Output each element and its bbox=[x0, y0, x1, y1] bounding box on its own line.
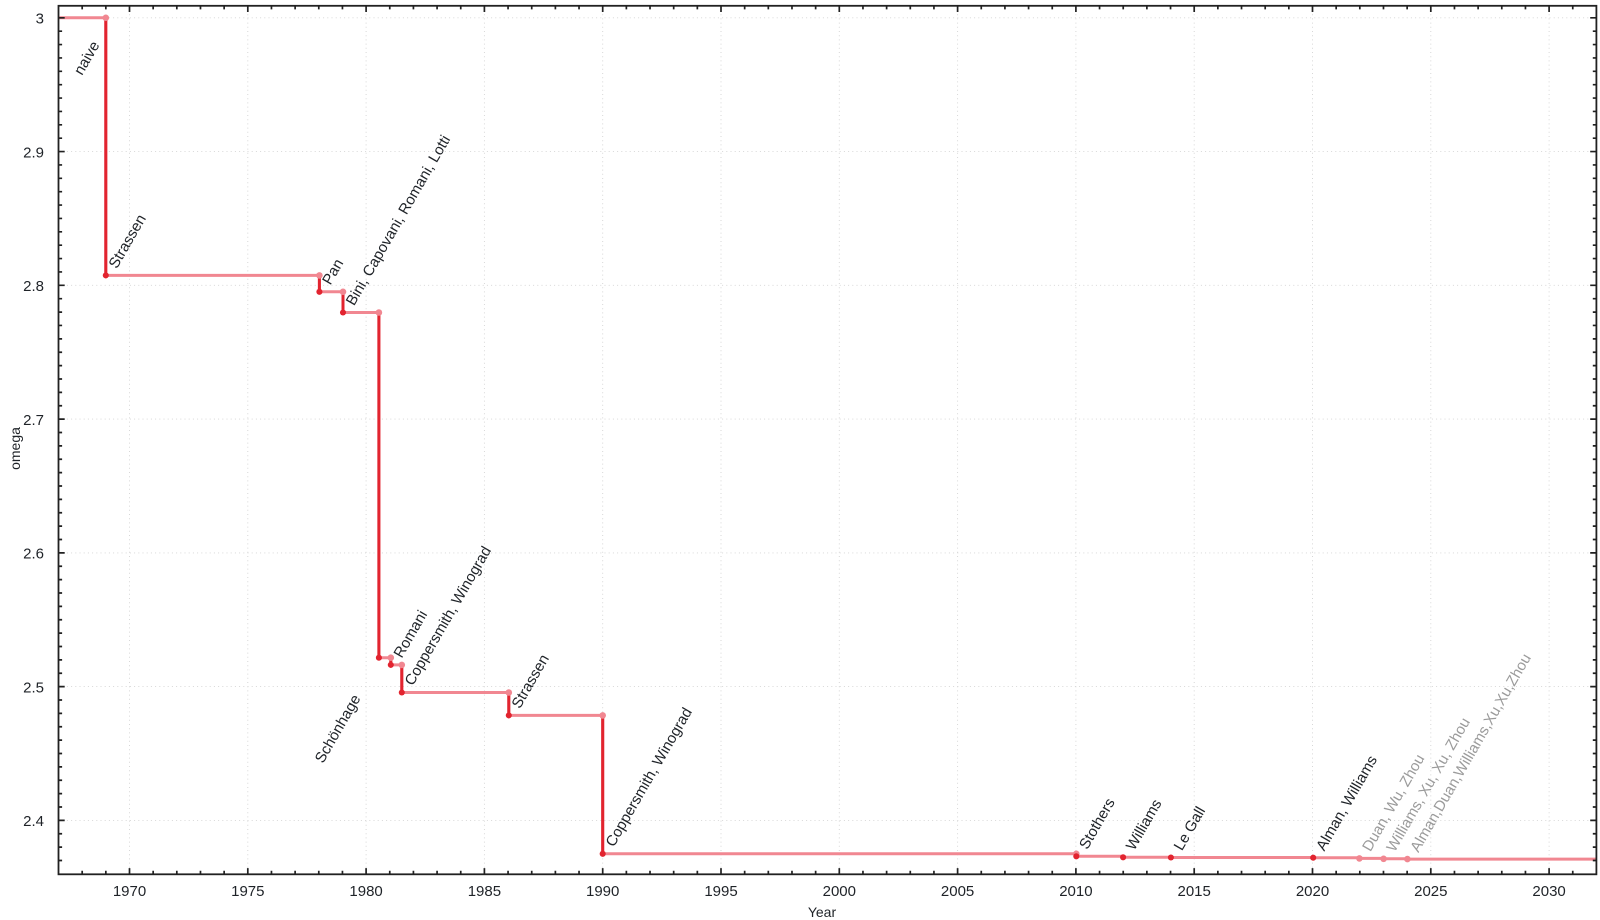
svg-text:1990: 1990 bbox=[586, 883, 619, 900]
svg-text:2025: 2025 bbox=[1414, 883, 1447, 900]
svg-text:3: 3 bbox=[36, 11, 44, 28]
svg-text:omega: omega bbox=[7, 427, 23, 470]
svg-text:2.8: 2.8 bbox=[23, 278, 44, 295]
svg-text:1970: 1970 bbox=[113, 883, 146, 900]
svg-text:2020: 2020 bbox=[1296, 883, 1329, 900]
svg-text:2005: 2005 bbox=[941, 883, 974, 900]
svg-text:2.6: 2.6 bbox=[23, 546, 44, 563]
svg-text:2015: 2015 bbox=[1178, 883, 1211, 900]
svg-text:2000: 2000 bbox=[823, 883, 856, 900]
svg-text:2.5: 2.5 bbox=[23, 679, 44, 696]
svg-text:2010: 2010 bbox=[1059, 883, 1092, 900]
svg-text:2.7: 2.7 bbox=[23, 412, 44, 429]
svg-text:2.9: 2.9 bbox=[23, 144, 44, 161]
svg-text:2.4: 2.4 bbox=[23, 813, 44, 830]
svg-text:1975: 1975 bbox=[231, 883, 264, 900]
svg-text:1995: 1995 bbox=[704, 883, 737, 900]
svg-text:1985: 1985 bbox=[468, 883, 501, 900]
svg-text:1980: 1980 bbox=[349, 883, 382, 900]
svg-text:Year: Year bbox=[808, 904, 837, 920]
svg-text:2030: 2030 bbox=[1532, 883, 1565, 900]
